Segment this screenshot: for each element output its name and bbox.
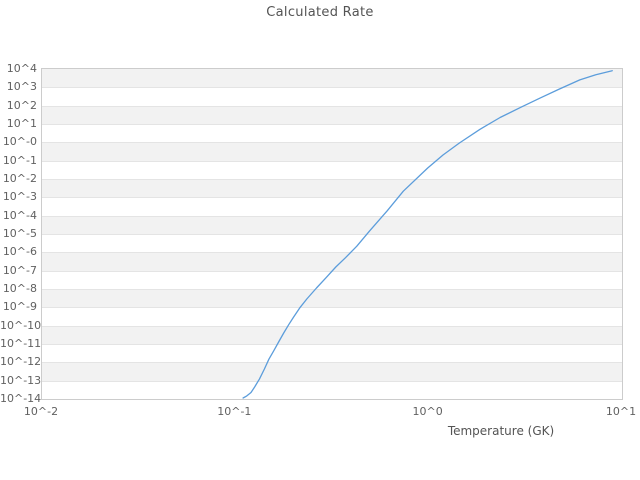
gridline: [42, 197, 622, 199]
gridline: [42, 234, 622, 235]
grid-band: [42, 179, 622, 198]
y-axis-tick-label: 10^-12: [0, 355, 42, 369]
y-axis-tick-label: 10^-10: [0, 318, 42, 332]
gridline: [42, 179, 622, 180]
y-axis-tick-label: 10^1: [6, 117, 37, 130]
y-axis-tick-label: 10^-11: [0, 337, 42, 350]
y-axis-tick-label: 10^4: [6, 62, 37, 75]
y-axis-tick-label: 10^-0: [2, 135, 37, 149]
grid-band: [42, 252, 622, 271]
chart-title: Calculated Rate: [266, 5, 374, 20]
gridline: [42, 124, 622, 125]
x-axis-tick-label: 10^0: [412, 405, 443, 418]
y-axis-tick-label: 10^-14: [0, 392, 42, 405]
gridline: [42, 362, 622, 364]
gridline: [42, 160, 622, 162]
gridline: [42, 252, 622, 254]
y-axis-tick-label: 10^-8: [2, 282, 37, 295]
plot-area: [41, 68, 623, 400]
gridline: [42, 325, 622, 327]
y-axis-tick-label: 10^-2: [2, 172, 37, 185]
grid-band: [42, 215, 622, 234]
gridline: [42, 105, 622, 107]
y-axis-tick-label: 10^-4: [2, 208, 37, 222]
grid-band: [42, 362, 622, 381]
gridline: [42, 215, 622, 217]
grid-band: [42, 161, 622, 179]
grid-band: [42, 124, 622, 142]
grid-band: [42, 234, 622, 252]
y-axis-tick-label: 10^-5: [2, 227, 37, 240]
y-axis-tick-label: 10^-7: [2, 263, 37, 277]
x-axis-tick-label: 10^-2: [23, 405, 59, 418]
grid-band: [42, 197, 622, 215]
gridline: [42, 142, 622, 144]
gridline: [42, 289, 622, 290]
grid-band: [42, 142, 622, 161]
y-axis-tick-label: 10^-9: [2, 300, 37, 314]
grid-band: [42, 271, 622, 289]
grid-band: [42, 105, 622, 124]
y-axis-tick-label: 10^-6: [2, 245, 37, 259]
gridline: [42, 270, 622, 272]
gridline: [42, 344, 622, 345]
x-axis-tick-label: 10^1: [605, 405, 637, 418]
grid-band: [42, 325, 622, 344]
y-axis-tick-label: 10^-1: [2, 153, 37, 167]
y-axis-tick-label: 10^-13: [0, 373, 42, 387]
gridline: [42, 380, 622, 382]
x-axis-title: Temperature (GK): [447, 424, 555, 438]
grid-band: [42, 307, 622, 325]
y-axis-tick-label: 10^2: [6, 98, 37, 112]
x-axis-tick-label: 10^-1: [217, 405, 252, 418]
y-axis-tick-label: 10^3: [6, 80, 37, 94]
grid-band: [42, 289, 622, 308]
y-axis-tick-label: 10^-3: [2, 190, 37, 204]
grid-band: [42, 87, 622, 105]
grid-band: [42, 344, 622, 362]
grid-band: [42, 381, 622, 399]
grid-band: [42, 69, 622, 88]
gridline: [42, 87, 622, 89]
gridline: [42, 307, 622, 309]
